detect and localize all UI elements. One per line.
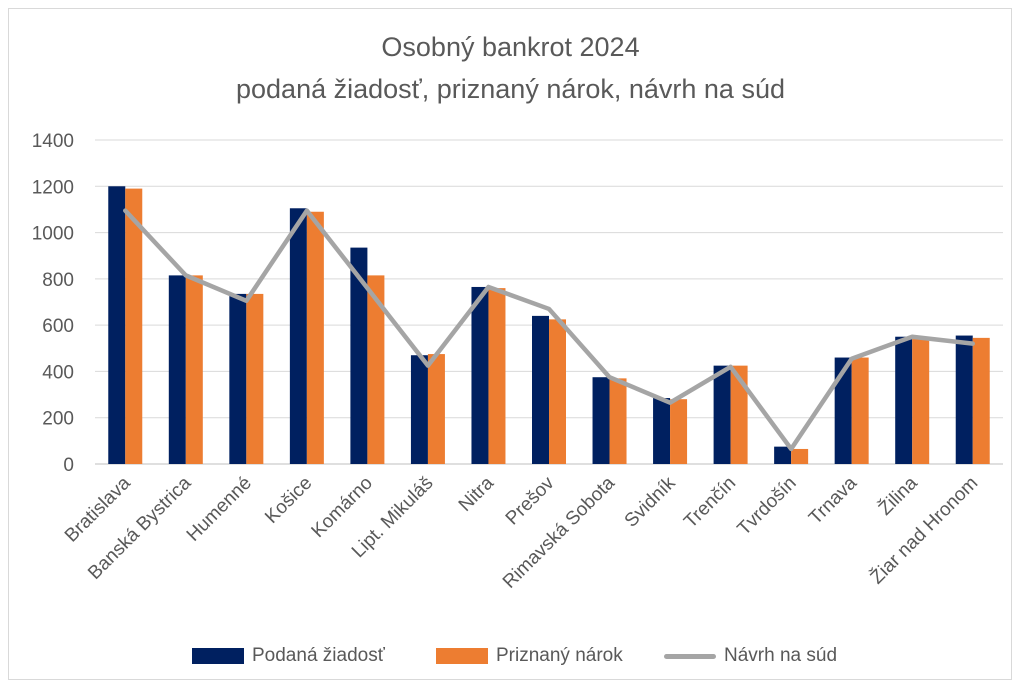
- x-tick-label: Žilina: [874, 472, 922, 520]
- legend-swatch-navrh: [664, 653, 716, 659]
- bar-priznany: [972, 337, 990, 464]
- chart-subtitle: podaná žiadosť, priznaný nárok, návrh na…: [236, 74, 785, 104]
- x-tick-label: Nitra: [455, 472, 499, 516]
- x-tick-label: Žiar nad Hronom: [866, 472, 982, 588]
- bar-priznany: [367, 275, 385, 464]
- bar-priznany: [549, 319, 566, 464]
- y-tick-label: 400: [42, 362, 74, 383]
- bar-podana: [410, 355, 428, 464]
- x-tick-label: Rimavská Sobota: [499, 472, 619, 592]
- y-tick-label: 1400: [32, 131, 74, 152]
- x-tick-label: Svidník: [621, 472, 680, 531]
- bar-priznany: [306, 211, 324, 464]
- bar-priznany: [185, 275, 203, 464]
- bar-priznany: [912, 339, 930, 464]
- y-tick-label: 1000: [32, 224, 74, 245]
- y-tick-label: 600: [42, 316, 74, 337]
- x-tick-label: Trenčín: [680, 473, 740, 533]
- bar-podana: [955, 335, 973, 464]
- x-tick-label: Prešov: [502, 472, 559, 529]
- bar-podana: [350, 247, 368, 464]
- bar-podana: [895, 336, 913, 464]
- bar-priznany: [125, 188, 143, 464]
- y-tick-label: 0: [63, 455, 74, 476]
- y-tick-label: 800: [42, 270, 74, 291]
- bar-priznany: [670, 399, 688, 464]
- y-tick-label: 200: [42, 409, 74, 430]
- legend-item-podana: Podaná žiadosť: [192, 645, 385, 667]
- x-tick-label: Humenné: [183, 473, 256, 546]
- x-tick-label: Trnava: [805, 472, 861, 528]
- bar-priznany: [791, 448, 809, 464]
- bar-priznany: [851, 357, 869, 464]
- bar-podana: [834, 357, 852, 464]
- legend-swatch-podana: [192, 648, 244, 664]
- bar-podana: [471, 286, 489, 464]
- legend-label-navrh: Návrh na súd: [724, 645, 838, 666]
- bar-priznany: [488, 288, 506, 464]
- legend: Podaná žiadosť Priznaný nárok Návrh na s…: [0, 645, 1021, 669]
- legend-swatch-priznany: [436, 648, 488, 664]
- bar-podana: [774, 446, 792, 464]
- bar-podana: [592, 377, 610, 464]
- x-tick-label: Tvrdošín: [734, 473, 801, 540]
- line-navrh: [123, 208, 975, 452]
- legend-item-navrh: Návrh na súd: [664, 645, 837, 667]
- bar-podana: [713, 365, 731, 464]
- bar-podana: [289, 208, 307, 464]
- bar-priznany: [427, 354, 445, 464]
- y-tick-label: 1200: [32, 177, 74, 198]
- bar-priznany: [730, 365, 748, 464]
- bar-podana: [229, 293, 247, 464]
- x-tick-label: Košice: [261, 473, 316, 528]
- bar-podana: [532, 315, 549, 464]
- legend-item-priznany: Priznaný nárok: [436, 645, 623, 667]
- bar-podana: [653, 398, 671, 464]
- chart-title: Osobný bankrot 2024: [381, 32, 640, 62]
- x-tick-label: Banská Bystrica: [84, 472, 195, 583]
- bar-podana: [168, 275, 186, 464]
- legend-label-priznany: Priznaný nárok: [496, 645, 623, 666]
- bar-priznany: [609, 378, 627, 464]
- bar-priznany: [246, 293, 264, 464]
- bar-podana: [108, 186, 126, 465]
- legend-label-podana: Podaná žiadosť: [252, 645, 385, 666]
